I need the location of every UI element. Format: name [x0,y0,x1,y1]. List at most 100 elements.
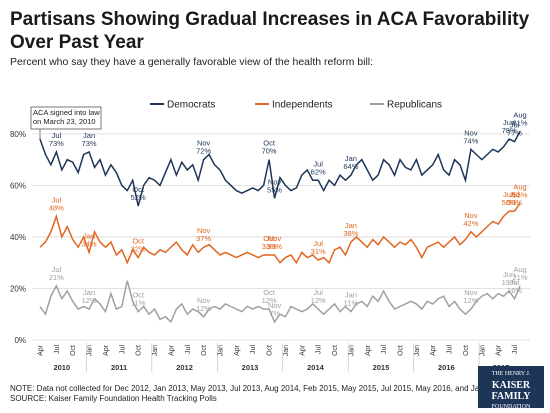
data-label-line: 70% [262,147,277,156]
data-label-line: Nov [464,211,478,220]
data-label-line: 31% [311,247,326,256]
x-tick-label: Jul [54,345,61,354]
data-label-line: Oct [263,139,276,148]
data-label-line: 64% [343,162,358,171]
data-label-line: Jul [52,265,62,274]
data-label-line: 42% [463,219,478,228]
data-label-line: Jun [503,190,515,199]
data-label-line: Oct [263,234,276,243]
data-label-line: Jul [52,131,62,140]
data-label: Jun 50% [502,190,517,207]
series-line [39,130,521,207]
x-tick-label: Jul [119,345,126,354]
legend-label: Democrats [167,100,215,111]
year-label: 2012 [176,363,193,372]
year-label: 2016 [438,363,455,372]
annotation-box [30,106,102,130]
data-label-line: 62% [311,167,326,176]
data-label: Oct 12% [262,288,277,305]
data-label-line: Jun [503,270,515,279]
legend-label: Republicans [387,100,442,111]
data-label: Jan 64% [343,154,358,171]
x-tick-label: Oct [201,345,208,356]
data-label-line: 19% [502,278,517,287]
data-label-line: Jul [313,159,323,168]
logo-line: KAISER [491,380,531,391]
annotation-wrap: ACA signed into law on March 23, 2010 [33,108,100,126]
logo-line: THE HENRY J. [491,371,531,377]
legend-label: Independents [272,100,333,111]
data-label-line: 12% [311,296,326,305]
data-label: Oct 70% [262,139,277,156]
data-label-line: 7% [269,309,280,318]
data-label-line: Jul [313,288,323,297]
data-label-line: 72% [196,147,211,156]
data-label: Oct 11% [131,291,146,308]
x-tick-label: Jan [218,345,225,356]
x-tick-label: Oct [267,345,274,356]
data-label: Nov 37% [196,226,211,243]
data-label: Jul 77% [507,121,522,138]
x-tick-label: Apr [38,344,45,356]
data-label: Jul 48% [49,195,64,212]
data-label: Jul 16% [507,278,522,295]
x-tick-label: Apr [234,344,241,356]
data-label-line: 55% [267,185,282,194]
data-label: Nov 74% [463,128,478,145]
data-label-line: 12% [82,296,97,305]
data-label: Nov 12% [463,288,478,305]
data-label-line: Oct [132,291,145,300]
source: SOURCE: Kaiser Family Foundation Health … [10,394,217,403]
data-label: Jan 12% [82,288,97,305]
data-label-line: 11% [344,299,359,308]
logo-line: FOUNDATION [491,404,531,410]
year-label: 2010 [53,363,70,372]
x-tick-label: Oct [463,345,470,356]
x-tick-label: Jul [512,345,519,354]
data-label: Jul 50% [507,190,522,207]
data-label: Nov 72% [196,139,211,156]
data-label: Nov 7% [268,301,282,318]
data-label-line: 81% [512,118,527,127]
data-label-line: 21% [49,273,64,282]
data-label: Jan 38% [343,221,358,238]
x-tick-label: Apr [168,344,175,356]
data-label: Nov 33% [267,234,282,251]
data-label-line: 21% [512,273,527,282]
x-tick-label: Apr [496,344,503,356]
x-tick-label: Jul [250,345,257,354]
data-label: Jun 78% [502,118,517,135]
data-label: Aug 21% [512,265,527,282]
x-tick-label: Jan [152,345,159,356]
logo: THE HENRY J. KAISER FAMILY FOUNDATION [478,366,544,410]
data-label-line: 53% [512,190,527,199]
data-label-line: Jul [510,121,520,130]
data-label-line: 73% [82,139,97,148]
data-label-line: Aug [513,265,526,274]
data-label: Oct 32% [131,237,146,254]
data-label-line: Nov [464,128,478,137]
x-tick-label: Apr [299,344,306,356]
series-line [39,203,521,265]
x-tick-label: Jan [87,345,94,356]
data-label: Aug 53% [512,182,527,199]
data-label-line: 12% [262,296,277,305]
data-label: Aug 81% [512,110,527,127]
data-label: Nov 42% [463,211,478,228]
x-tick-label: Jan [283,345,290,356]
data-label-line: Oct [263,288,276,297]
data-label-line: Aug [513,110,526,119]
data-label-line: 37% [196,234,211,243]
x-tick-label: Apr [365,344,372,356]
year-label: 2014 [307,363,325,372]
y-tick-label: 20% [10,284,26,293]
y-tick-label: 0% [14,336,26,345]
data-label-line: Jan [83,131,95,140]
data-label: Jul 31% [311,239,326,256]
data-label-line: 48% [49,203,64,212]
data-label-line: Jun [503,118,515,127]
data-label-line: Nov [268,301,282,310]
year-label: 2011 [111,363,127,372]
